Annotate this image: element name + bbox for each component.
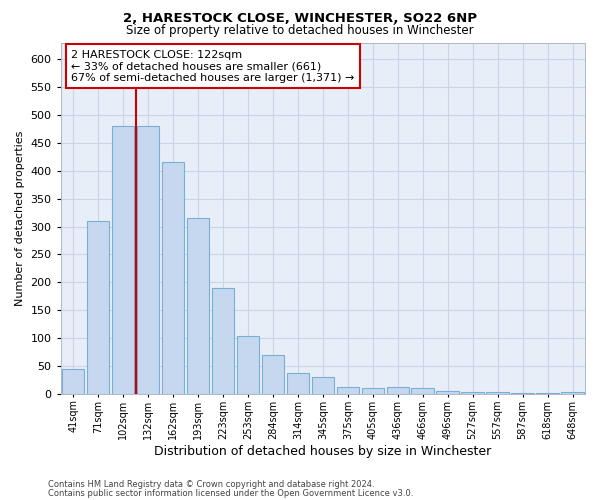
Text: 2 HARESTOCK CLOSE: 122sqm
← 33% of detached houses are smaller (661)
67% of semi: 2 HARESTOCK CLOSE: 122sqm ← 33% of detac… xyxy=(71,50,355,82)
Bar xyxy=(62,369,85,394)
Bar xyxy=(187,218,209,394)
Bar xyxy=(237,336,259,394)
Text: Contains public sector information licensed under the Open Government Licence v3: Contains public sector information licen… xyxy=(48,488,413,498)
Bar xyxy=(162,162,184,394)
Bar xyxy=(412,388,434,394)
X-axis label: Distribution of detached houses by size in Winchester: Distribution of detached houses by size … xyxy=(154,444,491,458)
Bar xyxy=(461,392,484,394)
Bar xyxy=(87,221,109,394)
Bar xyxy=(436,390,459,394)
Bar xyxy=(311,377,334,394)
Text: Size of property relative to detached houses in Winchester: Size of property relative to detached ho… xyxy=(126,24,474,37)
Bar xyxy=(287,374,309,394)
Text: Contains HM Land Registry data © Crown copyright and database right 2024.: Contains HM Land Registry data © Crown c… xyxy=(48,480,374,489)
Bar xyxy=(337,386,359,394)
Bar xyxy=(487,392,509,394)
Y-axis label: Number of detached properties: Number of detached properties xyxy=(15,130,25,306)
Bar xyxy=(362,388,384,394)
Bar xyxy=(137,126,160,394)
Bar xyxy=(386,386,409,394)
Bar xyxy=(212,288,234,394)
Text: 2, HARESTOCK CLOSE, WINCHESTER, SO22 6NP: 2, HARESTOCK CLOSE, WINCHESTER, SO22 6NP xyxy=(123,12,477,26)
Bar xyxy=(112,126,134,394)
Bar xyxy=(262,355,284,394)
Bar xyxy=(561,392,584,394)
